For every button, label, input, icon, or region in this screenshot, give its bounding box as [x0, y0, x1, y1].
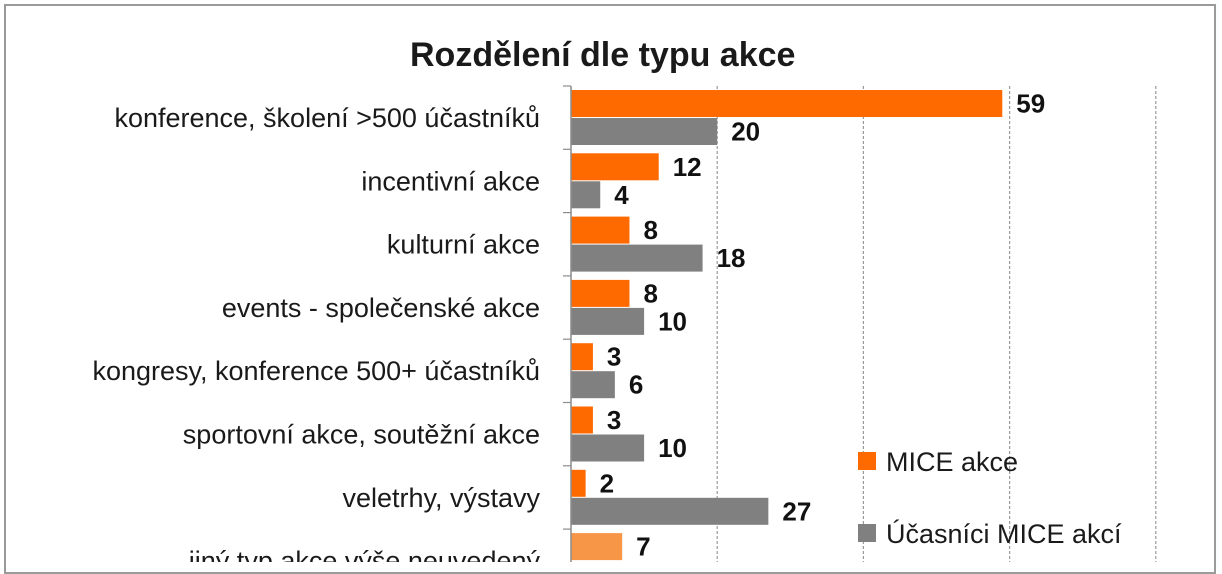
- bar-mice-akce-5: [571, 406, 593, 434]
- value-label-ucastnici-4: 6: [629, 370, 643, 400]
- value-label-mice-akce-2: 8: [643, 215, 657, 245]
- bar-mice-akce-2: [571, 216, 630, 244]
- value-label-mice-akce-0: 59: [1016, 89, 1045, 119]
- bar-mice-akce-1: [571, 153, 659, 181]
- bar-ucastnici-4: [571, 371, 615, 399]
- bar-mice-akce-6: [571, 469, 586, 497]
- bar-mice-akce-7: [571, 533, 623, 561]
- value-label-mice-akce-7: 7: [636, 532, 650, 562]
- value-label-mice-akce-3: 8: [643, 278, 657, 308]
- value-label-mice-akce-6: 2: [600, 468, 614, 498]
- value-label-mice-akce-4: 3: [607, 342, 621, 372]
- bar-ucastnici-2: [571, 244, 703, 272]
- category-label-1: incentivní akce: [361, 166, 540, 196]
- value-label-mice-akce-5: 3: [607, 405, 621, 435]
- bar-mice-akce-0: [571, 90, 1003, 117]
- category-label-3: events - společenské akce: [222, 293, 540, 323]
- value-label-ucastnici-1: 4: [614, 180, 629, 210]
- category-label-0: konference, školení >500 účastníků: [114, 103, 540, 133]
- value-label-ucastnici-6: 27: [782, 496, 811, 526]
- value-label-ucastnici-0: 20: [731, 117, 760, 147]
- bar-ucastnici-1: [571, 181, 601, 209]
- bar-mice-akce-3: [571, 279, 630, 307]
- category-label-7: jiný typ akce výše neuvedený: [188, 546, 541, 562]
- chart-title: Rozdělení dle typu akce: [410, 36, 796, 74]
- value-label-ucastnici-3: 10: [658, 306, 687, 336]
- category-label-6: veletrhy, výstavy: [342, 483, 540, 513]
- value-label-ucastnici-5: 10: [658, 433, 687, 463]
- category-label-5: sportovní akce, soutěžní akce: [183, 420, 540, 450]
- bar-ucastnici-5: [571, 434, 645, 462]
- bar-ucastnici-3: [571, 307, 645, 335]
- category-label-2: kulturní akce: [387, 230, 540, 260]
- legend-label-1: Účasníci MICE akcí: [886, 518, 1122, 549]
- legend-swatch-1: [858, 524, 876, 542]
- legend-label-0: MICE akce: [886, 447, 1018, 477]
- bar-mice-akce-4: [571, 343, 593, 371]
- legend-swatch-0: [858, 452, 876, 470]
- value-label-mice-akce-1: 12: [673, 152, 702, 182]
- bar-ucastnici-6: [571, 497, 769, 525]
- bar-chart: 59 20 konference, školení >500 účastníků 12…: [92, 85, 1157, 562]
- bar-ucastnici-0: [571, 118, 718, 145]
- category-label-4: kongresy, konference 500+ účastníků: [92, 356, 540, 386]
- value-label-ucastnici-2: 18: [717, 243, 746, 273]
